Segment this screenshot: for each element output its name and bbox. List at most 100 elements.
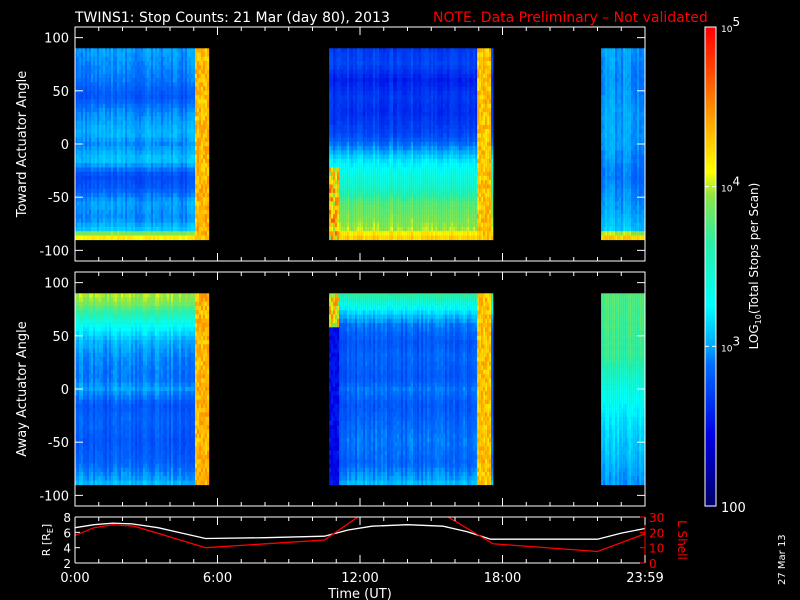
spectrogram-cell — [403, 235, 406, 241]
spectrogram-cell — [389, 103, 392, 109]
spectrogram-cell — [93, 227, 96, 232]
spectrogram-cell — [193, 116, 196, 121]
spectrogram-cell — [129, 112, 132, 117]
spectrogram-cell — [195, 129, 198, 134]
spectrogram-cell — [133, 171, 136, 177]
spectrogram-cell — [119, 180, 122, 185]
spectrogram-cell — [75, 82, 78, 87]
spectrogram-cell — [103, 214, 106, 219]
spectrogram-cell — [191, 214, 194, 219]
spectrogram-cell — [401, 154, 404, 160]
spectrogram-cell — [115, 95, 118, 100]
spectrogram-cell — [389, 69, 392, 75]
spectrogram-cell — [353, 209, 356, 215]
spectrogram-cell — [143, 167, 146, 172]
spectrogram-cell — [157, 227, 160, 232]
spectrogram-cell — [201, 218, 204, 224]
spectrogram-cell — [367, 227, 370, 232]
spectrogram-cell — [409, 99, 412, 104]
spectrogram-cell — [125, 167, 128, 172]
spectrogram-cell — [159, 231, 162, 236]
spectrogram-cell — [393, 154, 396, 160]
spectrogram-cell — [347, 56, 350, 62]
spectrogram-cell — [359, 116, 362, 121]
spectrogram-cell — [331, 124, 334, 130]
spectrogram-cell — [141, 112, 144, 117]
spectrogram-cell — [205, 56, 208, 62]
spectrogram-cell — [175, 95, 178, 100]
spectrogram-cell — [85, 209, 88, 215]
spectrogram-cell — [85, 171, 88, 177]
spectrogram-cell — [197, 218, 200, 224]
spectrogram-cell — [405, 231, 408, 236]
spectrogram-cell — [377, 150, 380, 155]
spectrogram-cell — [115, 205, 118, 211]
spectrogram-cell — [359, 82, 362, 87]
spectrogram-cell — [391, 48, 394, 53]
spectrogram-cell — [207, 69, 210, 75]
spectrogram-cell — [361, 188, 364, 194]
spectrogram-cell — [415, 86, 418, 92]
spectrogram-cell — [173, 180, 176, 185]
spectrogram-cell — [351, 175, 354, 181]
spectrogram-cell — [85, 107, 88, 113]
spectrogram-cell — [195, 175, 198, 181]
spectrogram-cell — [393, 78, 396, 83]
spectrogram-cell — [77, 222, 80, 228]
spectrogram-cell — [403, 133, 406, 138]
spectrogram-cell — [401, 52, 404, 58]
spectrogram-cell — [137, 52, 140, 58]
spectrogram-cell — [111, 137, 114, 143]
spectrogram-cell — [133, 48, 136, 53]
spectrogram-cell — [119, 201, 122, 206]
spectrogram-cell — [173, 167, 176, 172]
spectrogram-cell — [393, 48, 396, 53]
spectrogram-cell — [145, 158, 148, 164]
spectrogram-cell — [117, 48, 120, 53]
spectrogram-cell — [125, 150, 128, 155]
spectrogram-cell — [369, 175, 372, 181]
spectrogram-cell — [345, 52, 348, 58]
spectrogram-cell — [95, 227, 98, 232]
spectrogram-cell — [397, 163, 400, 168]
spectrogram-cell — [329, 107, 332, 113]
spectrogram-cell — [101, 184, 104, 189]
spectrogram-cell — [173, 73, 176, 79]
spectrogram-cell — [161, 78, 164, 83]
spectrogram-cell — [95, 65, 98, 70]
spectrogram-cell — [403, 69, 406, 75]
spectrogram-cell — [153, 150, 156, 155]
spectrogram-cell — [123, 158, 126, 164]
spectrogram-cell — [357, 52, 360, 58]
spectrogram-cell — [149, 61, 152, 66]
spectrogram-cell — [403, 231, 406, 236]
spectrogram-cell — [349, 107, 352, 113]
spectrogram-cell — [379, 133, 382, 138]
spectrogram-cell — [335, 163, 338, 168]
spectrogram-cell — [111, 192, 114, 198]
spectrogram-cell — [379, 218, 382, 224]
spectrogram-cell — [117, 99, 120, 104]
spectrogram-cell — [391, 82, 394, 87]
spectrogram-cell — [395, 197, 398, 202]
spectrogram-cell — [81, 209, 84, 215]
spectrogram-cell — [75, 99, 78, 104]
spectrogram-cell — [369, 146, 372, 151]
spectrogram-cell — [381, 95, 384, 100]
spectrogram-cell — [161, 82, 164, 87]
spectrogram-cell — [201, 209, 204, 215]
spectrogram-cell — [355, 56, 358, 62]
spectrogram-cell — [101, 175, 104, 181]
spectrogram-cell — [101, 86, 104, 92]
spectrogram-cell — [355, 188, 358, 194]
spectrogram-cell — [329, 197, 332, 202]
spectrogram-cell — [101, 103, 104, 109]
spectrogram-cell — [365, 124, 368, 130]
spectrogram-cell — [167, 95, 170, 100]
spectrogram-cell — [405, 154, 408, 160]
spectrogram-cell — [185, 171, 188, 177]
spectrogram-cell — [335, 154, 338, 160]
spectrogram-cell — [81, 69, 84, 75]
spectrogram-cell — [81, 120, 84, 126]
spectrogram-cell — [81, 218, 84, 224]
